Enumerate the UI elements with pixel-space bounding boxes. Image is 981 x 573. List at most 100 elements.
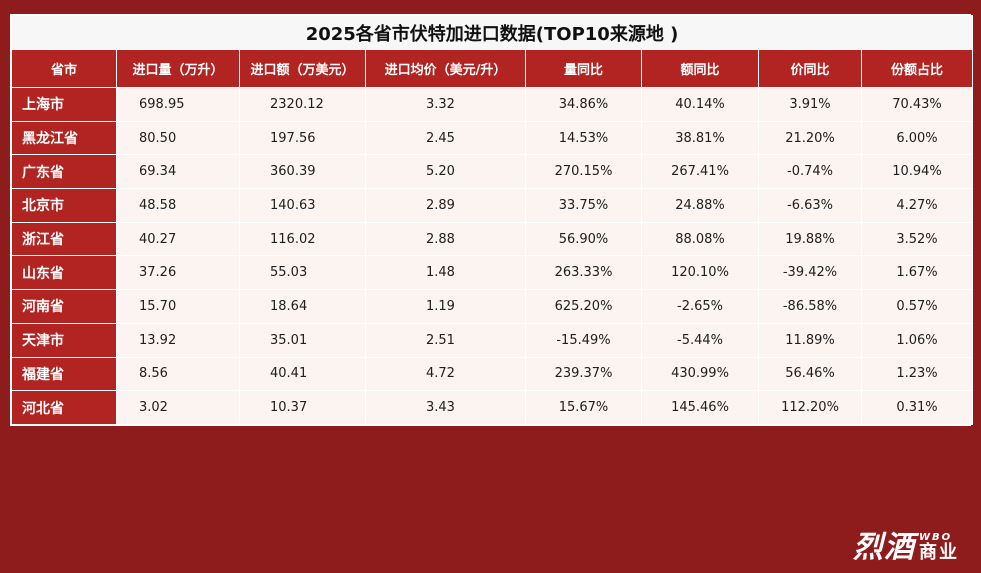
cell-price-yoy: 3.91%	[758, 87, 862, 122]
table-row: 黑龙江省 80.50 197.56 2.45 14.53% 38.81% 21.20% 6.0…	[11, 120, 974, 156]
cell-volume-yoy: 33.75%	[525, 188, 642, 223]
cell-province: 上海市	[11, 87, 117, 122]
cell-volume-yoy: 263.33%	[525, 255, 642, 291]
cell-avg-price: 1.48	[365, 255, 526, 291]
cell-amount: 55.03	[239, 255, 366, 291]
cell-volume: 80.50	[116, 120, 240, 156]
cell-amount-yoy: 40.14%	[641, 87, 759, 122]
cell-amount: 360.39	[239, 154, 366, 190]
cell-amount-yoy: -5.44%	[641, 322, 759, 358]
cell-price-yoy: -6.63%	[758, 188, 862, 223]
brand-logo: 烈酒 WBO 商业	[853, 533, 959, 563]
cell-amount-yoy: 24.88%	[641, 188, 759, 223]
table-row: 广东省 69.34 360.39 5.20 270.15% 267.41% -0.74% 10…	[11, 154, 974, 190]
cell-volume: 13.92	[116, 322, 240, 358]
table-row: 北京市 48.58 140.63 2.89 33.75% 24.88% -6.63% 4.27…	[11, 188, 974, 223]
cell-volume: 48.58	[116, 188, 240, 223]
table-title: 2025各省市伏特加进口数据(TOP10来源地 )	[10, 15, 974, 50]
data-table-container: 2025各省市伏特加进口数据(TOP10来源地 ) 省市 进口量（万升） 进口额…	[10, 14, 974, 426]
cell-amount-yoy: 267.41%	[641, 154, 759, 190]
cell-price-yoy: -0.74%	[758, 154, 862, 190]
cell-amount: 2320.12	[239, 87, 366, 122]
cell-share: 1.06%	[860, 322, 974, 358]
logo-side: WBO 商业	[919, 533, 959, 563]
table-row: 天津市 13.92 35.01 2.51 -15.49% -5.44% 11.89% 1.06…	[11, 322, 974, 358]
cell-price-yoy: 112.20%	[758, 390, 862, 425]
cell-price-yoy: 56.46%	[758, 356, 862, 392]
logo-wbo-text: WBO	[919, 532, 953, 543]
cell-avg-price: 3.32	[365, 87, 526, 122]
cell-avg-price: 5.20	[365, 154, 526, 190]
cell-price-yoy: 19.88%	[758, 221, 862, 257]
header-share: 份额占比	[860, 49, 974, 88]
cell-province: 河北省	[11, 390, 117, 425]
header-row: 省市 进口量（万升） 进口额（万美元） 进口均价（美元/升） 量同比 额同比 价…	[11, 49, 974, 88]
table-row: 山东省 37.26 55.03 1.48 263.33% 120.10% -39.42% 1.…	[11, 255, 974, 291]
cell-volume-yoy: 14.53%	[525, 120, 642, 156]
header-avg-price: 进口均价（美元/升）	[365, 49, 526, 88]
cell-amount: 116.02	[239, 221, 366, 257]
cell-share: 0.31%	[860, 390, 974, 425]
cell-volume: 698.95	[116, 87, 240, 122]
cell-province: 河南省	[11, 289, 117, 324]
header-amount: 进口额（万美元）	[239, 49, 366, 88]
cell-amount-yoy: 88.08%	[641, 221, 759, 257]
import-data-table: 2025各省市伏特加进口数据(TOP10来源地 ) 省市 进口量（万升） 进口额…	[10, 15, 974, 425]
cell-province: 天津市	[11, 322, 117, 358]
cell-volume-yoy: 239.37%	[525, 356, 642, 392]
cell-amount-yoy: -2.65%	[641, 289, 759, 324]
cell-amount: 35.01	[239, 322, 366, 358]
cell-share: 10.94%	[860, 154, 974, 190]
table-row: 河南省 15.70 18.64 1.19 625.20% -2.65% -86.58% 0.5…	[11, 289, 974, 324]
cell-avg-price: 2.51	[365, 322, 526, 358]
cell-volume: 40.27	[116, 221, 240, 257]
cell-volume: 8.56	[116, 356, 240, 392]
cell-volume-yoy: 56.90%	[525, 221, 642, 257]
cell-price-yoy: -86.58%	[758, 289, 862, 324]
cell-amount: 40.41	[239, 356, 366, 392]
cell-amount-yoy: 145.46%	[641, 390, 759, 425]
table-body: 上海市 698.95 2320.12 3.32 34.86% 40.14% 3.91% 70.…	[11, 87, 974, 425]
header-amount-yoy: 额同比	[641, 49, 759, 88]
header-price-yoy: 价同比	[758, 49, 862, 88]
cell-avg-price: 2.89	[365, 188, 526, 223]
cell-volume-yoy: -15.49%	[525, 322, 642, 358]
cell-volume-yoy: 34.86%	[525, 87, 642, 122]
header-province: 省市	[11, 49, 117, 88]
table-row: 河北省 3.02 10.37 3.43 15.67% 145.46% 112.20% 0.31…	[11, 390, 974, 425]
cell-amount-yoy: 430.99%	[641, 356, 759, 392]
table-row: 上海市 698.95 2320.12 3.32 34.86% 40.14% 3.91% 70.…	[11, 87, 974, 122]
cell-amount-yoy: 120.10%	[641, 255, 759, 291]
cell-volume: 37.26	[116, 255, 240, 291]
cell-amount: 10.37	[239, 390, 366, 425]
cell-avg-price: 4.72	[365, 356, 526, 392]
cell-amount: 18.64	[239, 289, 366, 324]
cell-price-yoy: 11.89%	[758, 322, 862, 358]
cell-volume: 15.70	[116, 289, 240, 324]
cell-amount: 140.63	[239, 188, 366, 223]
cell-province: 山东省	[11, 255, 117, 291]
cell-price-yoy: 21.20%	[758, 120, 862, 156]
cell-amount-yoy: 38.81%	[641, 120, 759, 156]
cell-province: 广东省	[11, 154, 117, 190]
cell-amount: 197.56	[239, 120, 366, 156]
header-volume: 进口量（万升）	[116, 49, 240, 88]
cell-volume: 69.34	[116, 154, 240, 190]
cell-avg-price: 3.43	[365, 390, 526, 425]
cell-province: 福建省	[11, 356, 117, 392]
cell-share: 4.27%	[860, 188, 974, 223]
cell-volume-yoy: 625.20%	[525, 289, 642, 324]
logo-main-text: 烈酒	[853, 530, 915, 565]
cell-volume-yoy: 15.67%	[525, 390, 642, 425]
cell-share: 1.23%	[860, 356, 974, 392]
cell-province: 北京市	[11, 188, 117, 223]
cell-volume-yoy: 270.15%	[525, 154, 642, 190]
table-row: 浙江省 40.27 116.02 2.88 56.90% 88.08% 19.88% 3.52…	[11, 221, 974, 257]
cell-volume: 3.02	[116, 390, 240, 425]
cell-share: 3.52%	[860, 221, 974, 257]
cell-avg-price: 2.88	[365, 221, 526, 257]
cell-avg-price: 1.19	[365, 289, 526, 324]
cell-price-yoy: -39.42%	[758, 255, 862, 291]
cell-share: 6.00%	[860, 120, 974, 156]
cell-share: 1.67%	[860, 255, 974, 291]
